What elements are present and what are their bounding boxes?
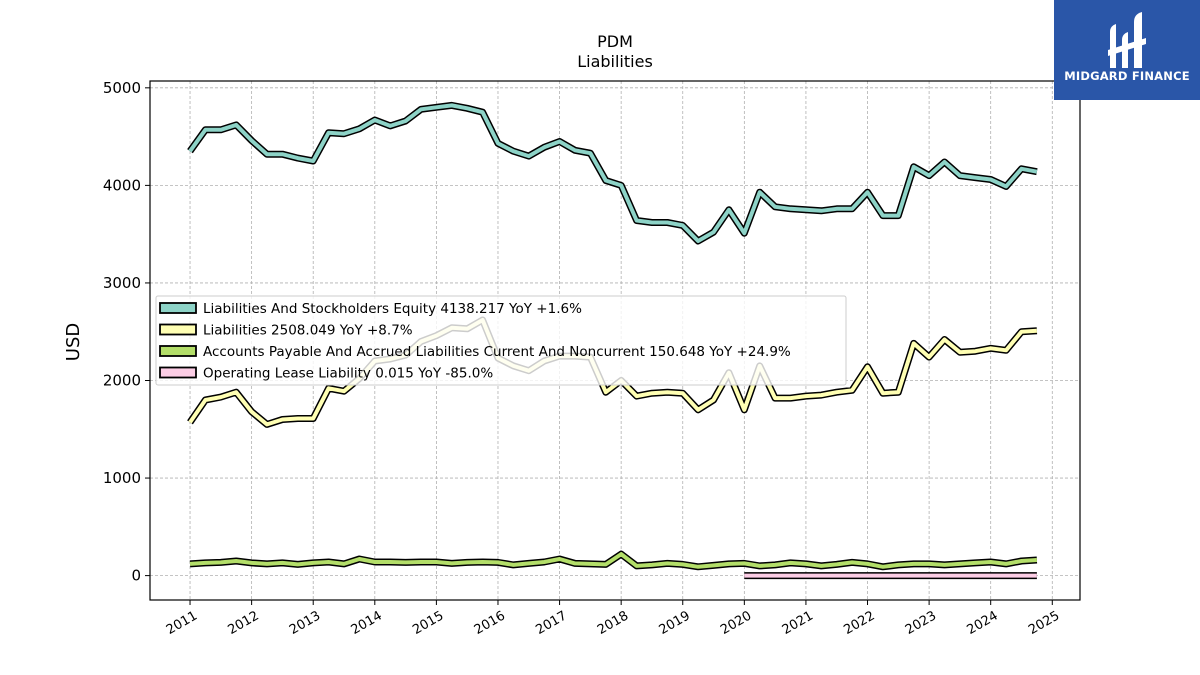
legend: Liabilities And Stockholders Equity 4138… xyxy=(155,295,847,386)
brand-logo: MIDGARD FINANCE xyxy=(1054,0,1200,100)
series-line-1 xyxy=(188,318,1038,427)
y-tick-label: 3000 xyxy=(103,274,141,292)
legend-label: Accounts Payable And Accrued Liabilities… xyxy=(203,344,791,360)
x-tick-label: 2023 xyxy=(903,608,939,638)
y-tick-label: 5000 xyxy=(103,79,141,97)
legend-label: Operating Lease Liability 0.015 YoY -85.… xyxy=(203,366,493,382)
y-tick-label: 1000 xyxy=(103,469,141,487)
legend-swatch xyxy=(159,323,197,336)
legend-swatch xyxy=(159,345,197,357)
x-tick-label: 2011 xyxy=(164,608,200,638)
brand-name: MIDGARD FINANCE xyxy=(1064,69,1190,83)
midgard-logo-icon xyxy=(1108,12,1146,68)
legend-label: Liabilities 2508.049 YoY +8.7% xyxy=(203,323,413,339)
x-tick-label: 2014 xyxy=(349,608,385,638)
x-tick-label: 2021 xyxy=(780,608,816,638)
x-tick-label: 2019 xyxy=(657,608,693,638)
y-tick-label: 4000 xyxy=(103,176,141,194)
x-tick-label: 2017 xyxy=(533,608,569,638)
y-axis-label: USD xyxy=(63,323,84,361)
y-tick-label: 2000 xyxy=(103,371,141,389)
x-tick-label: 2018 xyxy=(595,608,631,638)
plot-frame xyxy=(149,80,1081,601)
series-lines xyxy=(187,101,1038,580)
legend-swatch xyxy=(159,366,197,379)
x-axis: 2011 2012 2013 2014 2015 2016 2017 2018 2019 2020… xyxy=(164,600,1062,638)
x-tick-label: 2016 xyxy=(472,608,508,638)
x-tick-label: 2020 xyxy=(718,608,754,638)
x-tick-label: 2024 xyxy=(965,608,1001,638)
y-axis: 0 1000 2000 3000 4000 5000 xyxy=(103,79,150,585)
series-line-0 xyxy=(188,103,1038,243)
legend-swatch xyxy=(159,302,197,314)
legend-box xyxy=(155,295,847,386)
x-tick-label: 2012 xyxy=(225,608,261,638)
chart-title: PDM xyxy=(597,32,633,51)
x-tick-label: 2022 xyxy=(841,608,877,638)
series-line-2 xyxy=(189,552,1038,569)
chart-subtitle: Liabilities xyxy=(577,52,653,71)
x-tick-label: 2025 xyxy=(1026,608,1062,638)
y-tick-label: 0 xyxy=(131,567,141,585)
x-tick-label: 2015 xyxy=(410,608,446,638)
x-tick-label: 2013 xyxy=(287,608,323,638)
legend-label: Liabilities And Stockholders Equity 4138… xyxy=(203,301,582,317)
